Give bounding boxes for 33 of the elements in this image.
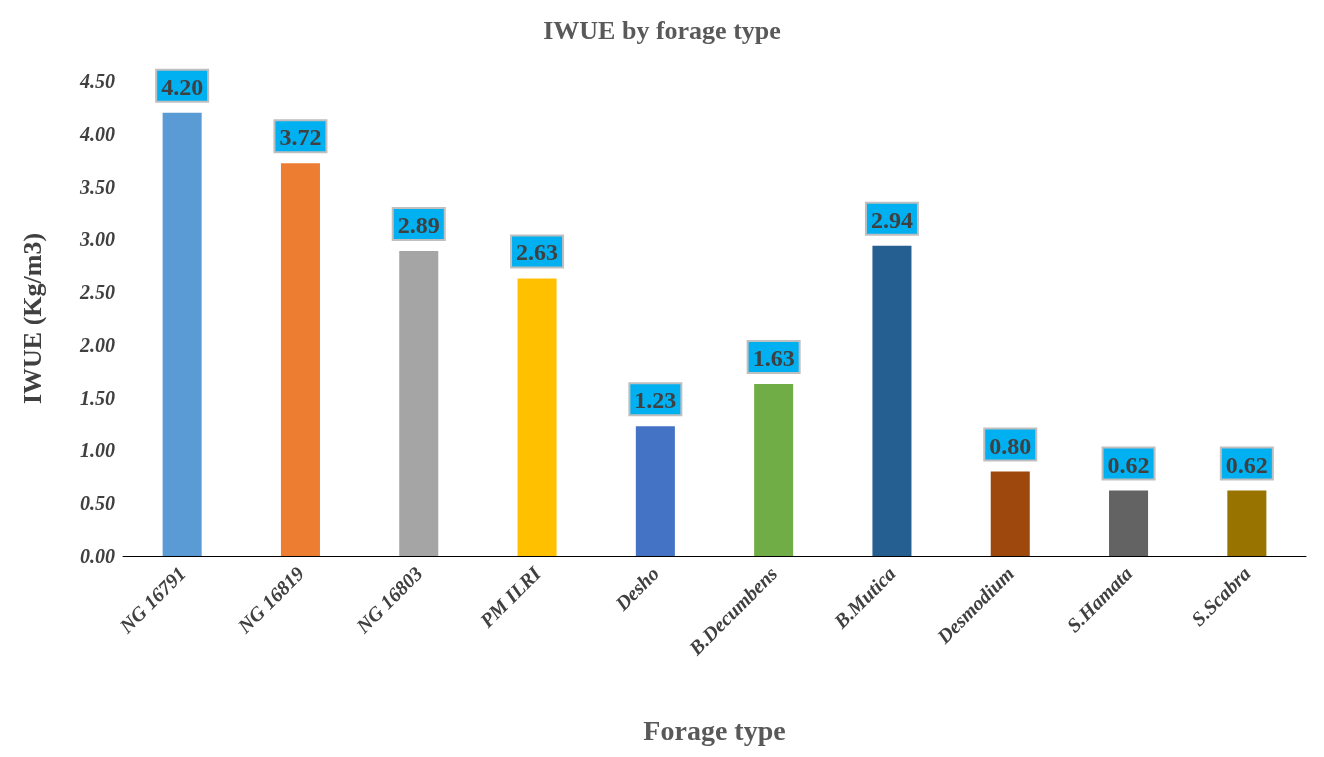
data-label: 3.72 [279, 124, 322, 151]
y-tick-label: 4.50 [79, 70, 115, 92]
data-label: 2.94 [870, 206, 913, 233]
bar [162, 112, 202, 556]
y-axis-title: IWUE (Kg/m3) [17, 232, 47, 405]
data-label: 1.63 [752, 344, 795, 371]
bar [1109, 490, 1149, 556]
y-tick-label: 1.50 [80, 386, 115, 409]
data-label: 0.62 [1225, 451, 1268, 478]
y-tick-label: 2.00 [79, 333, 115, 356]
data-label: 1.23 [634, 387, 677, 414]
y-tick-label: 4.00 [79, 122, 115, 145]
bar [1227, 490, 1267, 556]
y-tick-label: 2.50 [79, 281, 115, 304]
bar [280, 163, 320, 556]
y-tick-label: 0.00 [80, 545, 115, 567]
data-label: 0.62 [1107, 451, 1150, 478]
bar [754, 383, 794, 556]
data-label: 0.80 [989, 432, 1032, 459]
bar [872, 245, 912, 556]
data-label: 2.89 [397, 211, 440, 238]
y-tick-label: 3.50 [79, 175, 115, 198]
bar [399, 250, 439, 556]
data-label: 2.63 [516, 239, 559, 266]
y-tick-label: 0.50 [80, 492, 115, 515]
bar [990, 471, 1030, 556]
bar [517, 278, 557, 556]
y-tick-label: 1.00 [80, 439, 115, 462]
chart-title: IWUE by forage type [543, 15, 781, 45]
y-tick-label: 3.00 [79, 228, 115, 251]
data-label: 4.20 [161, 73, 204, 100]
x-axis-title: Forage type [643, 714, 786, 746]
bar [635, 426, 675, 556]
